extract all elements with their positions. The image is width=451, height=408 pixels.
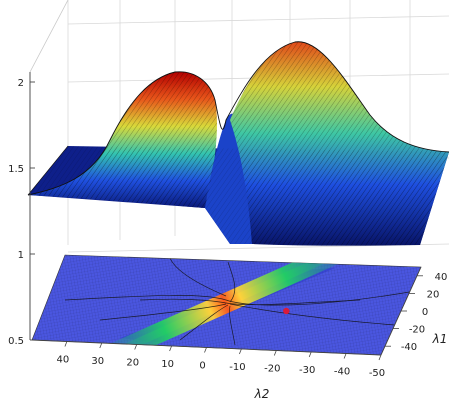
- lambda2-tick-mark: [378, 354, 382, 361]
- lambda2-tick-label: -50: [369, 368, 385, 379]
- lambda2-tick-label: 40: [57, 355, 70, 366]
- lambda2-tick-label: 30: [91, 356, 104, 367]
- lambda1-tick-label: 40: [435, 272, 448, 283]
- lambda1-tick-label: -20: [409, 325, 425, 336]
- lambda2-tick-label: 20: [126, 358, 139, 369]
- z-axis: 0.5 1 1.5 2: [8, 72, 35, 347]
- z-tick-label: 1: [18, 250, 24, 261]
- lambda1-tick-label: -40: [401, 342, 417, 353]
- z-tick-label: 0.5: [8, 336, 24, 347]
- lambda2-tick-mark: [204, 347, 207, 353]
- lambda2-tick-label: -20: [264, 364, 280, 375]
- z-tick-label: 2: [18, 78, 24, 89]
- contour-floor: [31, 254, 422, 356]
- lambda2-tick-label: 0: [199, 361, 205, 372]
- lambda2-tick-mark: [239, 348, 242, 355]
- lambda2-axis-label: λ2: [254, 387, 270, 401]
- lambda1-tick-label: 0: [422, 307, 428, 318]
- lambda2-tick-label: -40: [334, 367, 350, 378]
- lambda2-tick-mark: [169, 345, 172, 352]
- lambda2-tick-mark: [273, 350, 277, 356]
- lambda2-tick-mark: [64, 341, 68, 347]
- lambda2-tick-label: 10: [161, 359, 174, 370]
- lambda2-axis: 40 30 20 10 0 -10 -20 -30 -40 -50 λ2: [31, 339, 385, 401]
- lambda2-tick-mark: [343, 353, 347, 359]
- lambda2-tick-label: -30: [299, 365, 315, 376]
- surface-mesh: [27, 41, 450, 246]
- lambda2-tick-mark: [134, 344, 138, 350]
- lambda1-axis-label: λ1: [432, 332, 448, 346]
- lambda2-tick-mark: [308, 351, 312, 358]
- z-tick-label: 1.5: [8, 164, 24, 175]
- lambda2-tick-label: -10: [229, 362, 245, 373]
- lambda1-axis: 40 20 0 -20 -40 λ1: [380, 266, 448, 356]
- lambda1-tick-label: 20: [427, 289, 440, 300]
- lambda2-tick-mark: [99, 342, 103, 349]
- data-marker: [283, 307, 290, 315]
